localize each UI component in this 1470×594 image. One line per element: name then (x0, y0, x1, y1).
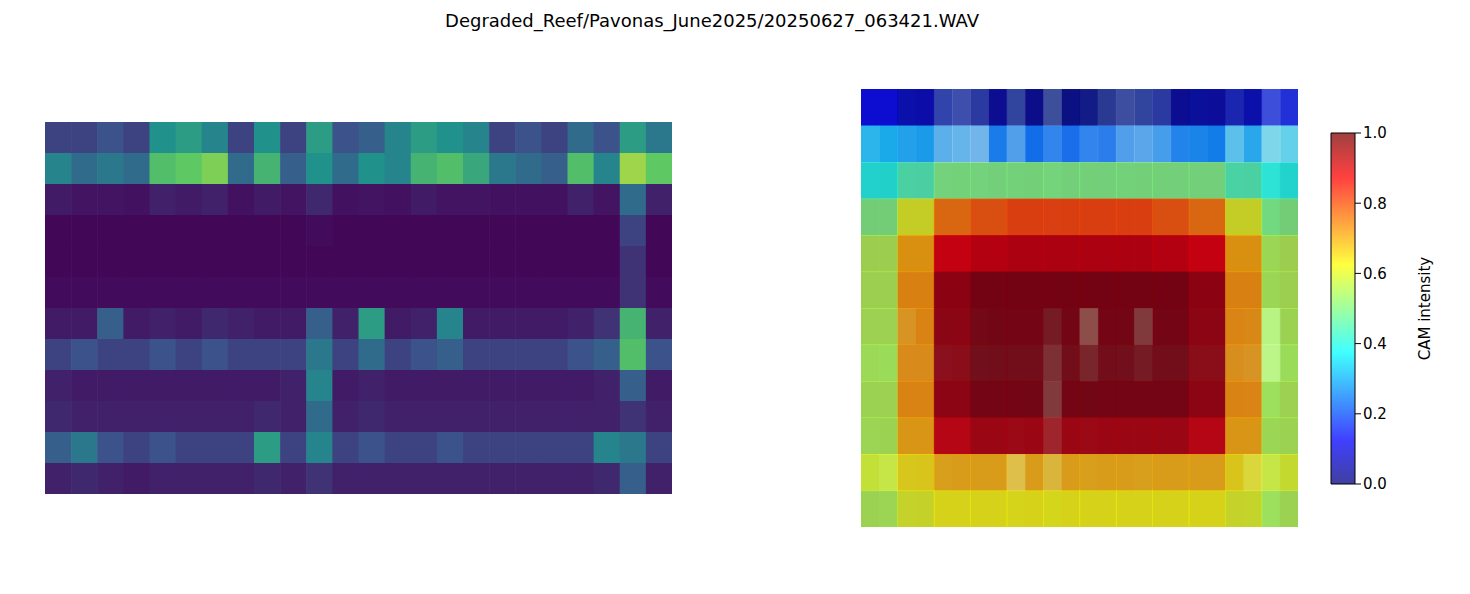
svg-text:0.4: 0.4 (1363, 335, 1387, 353)
svg-text:0.2: 0.2 (1363, 405, 1387, 423)
svg-text:CAM intensity: CAM intensity (1416, 257, 1434, 361)
svg-text:1.0: 1.0 (1363, 124, 1387, 142)
html-text:Degraded_Reef/Pavonas_June2025: Degraded_Reef/Pavonas_June2025/20250627_… (445, 10, 979, 31)
svg-text:0.8: 0.8 (1363, 195, 1387, 213)
svg-text:0.6: 0.6 (1363, 265, 1387, 283)
svg-text:0.0: 0.0 (1363, 475, 1387, 493)
